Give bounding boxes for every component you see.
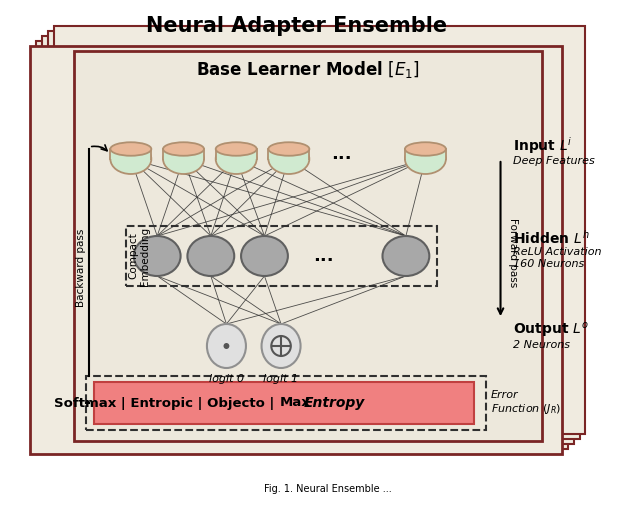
Text: Fig. 1. Neural Ensemble ...: Fig. 1. Neural Ensemble ... (264, 484, 392, 494)
FancyBboxPatch shape (48, 31, 580, 439)
Text: Softmax | Entropic | Objecto |: Softmax | Entropic | Objecto | (54, 396, 279, 410)
Polygon shape (163, 149, 204, 159)
FancyBboxPatch shape (36, 41, 568, 449)
Text: Hidden $L^h$: Hidden $L^h$ (513, 229, 589, 247)
Ellipse shape (268, 144, 309, 174)
Text: ReLU Activation: ReLU Activation (513, 247, 602, 257)
Ellipse shape (207, 324, 246, 368)
Polygon shape (268, 149, 309, 159)
Text: Deep Features: Deep Features (513, 156, 595, 166)
Text: ...: ... (332, 145, 352, 163)
Text: Error
Function $(J_R)$: Error Function $(J_R)$ (491, 390, 561, 416)
Ellipse shape (262, 324, 301, 368)
Ellipse shape (134, 236, 180, 276)
FancyBboxPatch shape (74, 51, 543, 441)
Ellipse shape (383, 236, 429, 276)
Text: logit 1: logit 1 (264, 374, 299, 384)
Circle shape (223, 343, 229, 349)
Text: Neural Adapter Ensemble: Neural Adapter Ensemble (146, 16, 447, 36)
Text: Entropy: Entropy (303, 396, 365, 410)
Text: ...: ... (313, 247, 333, 265)
Text: Max: Max (280, 396, 311, 410)
Text: Input $L^i$: Input $L^i$ (513, 136, 573, 156)
Text: 160 Neurons: 160 Neurons (513, 259, 584, 269)
Text: 2 Neurons: 2 Neurons (513, 340, 570, 350)
FancyBboxPatch shape (94, 382, 474, 424)
Text: Backward pass: Backward pass (76, 228, 86, 307)
Text: Output $L^o$: Output $L^o$ (513, 321, 589, 340)
Text: Base Learner Model $[E_1]$: Base Learner Model $[E_1]$ (196, 59, 420, 80)
Ellipse shape (110, 142, 151, 156)
FancyBboxPatch shape (54, 26, 586, 434)
Ellipse shape (405, 144, 446, 174)
Ellipse shape (216, 144, 257, 174)
Text: Compact
Embedding: Compact Embedding (129, 227, 150, 286)
Ellipse shape (216, 142, 257, 156)
Ellipse shape (241, 236, 288, 276)
Ellipse shape (163, 142, 204, 156)
Polygon shape (405, 149, 446, 159)
Polygon shape (110, 149, 151, 159)
Text: logit 0: logit 0 (209, 374, 244, 384)
FancyBboxPatch shape (30, 46, 562, 454)
Ellipse shape (268, 142, 309, 156)
Ellipse shape (188, 236, 234, 276)
FancyBboxPatch shape (42, 36, 573, 444)
Ellipse shape (163, 144, 204, 174)
Polygon shape (216, 149, 257, 159)
Text: Forward pass: Forward pass (508, 218, 518, 287)
Ellipse shape (405, 142, 446, 156)
Ellipse shape (110, 144, 151, 174)
